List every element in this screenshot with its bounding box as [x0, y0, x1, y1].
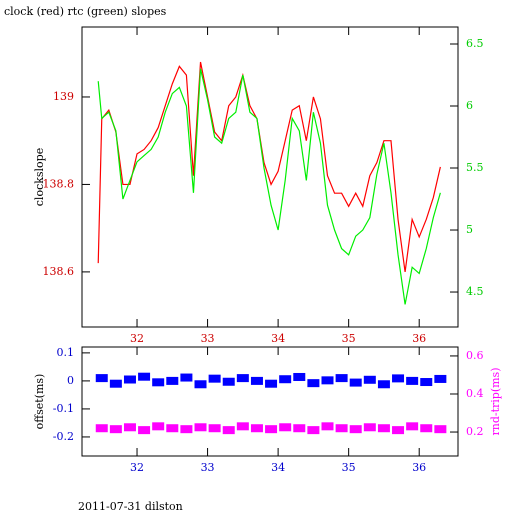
point	[208, 374, 221, 383]
point	[109, 379, 122, 388]
y-tick-label: 139	[53, 90, 74, 103]
point	[265, 379, 278, 388]
point	[236, 374, 249, 383]
series-line	[97, 61, 441, 272]
point	[349, 425, 362, 434]
y-axis-label: clockslope	[33, 148, 46, 206]
point	[307, 426, 320, 435]
point	[194, 423, 207, 432]
chart-title: clock (red) rtc (green) slopes	[4, 5, 167, 18]
x-tick-label: 33	[201, 461, 215, 474]
point	[222, 377, 235, 386]
point	[293, 424, 306, 433]
x-tick-label: 32	[130, 461, 144, 474]
point	[236, 422, 249, 431]
x-tick-label: 35	[342, 461, 356, 474]
annotation: 2011-07-31 dilston	[78, 500, 183, 512]
point	[406, 376, 419, 385]
plot-frame	[81, 346, 459, 457]
point	[335, 374, 348, 383]
y2-tick-label: 4.5	[466, 285, 484, 298]
point	[307, 379, 320, 388]
y2-tick-label: 6	[466, 99, 473, 112]
point	[166, 376, 179, 385]
point	[123, 423, 136, 432]
point	[420, 378, 433, 387]
point	[279, 375, 292, 384]
point	[95, 424, 108, 433]
point	[123, 375, 136, 384]
y2-tick-label: 6.5	[466, 37, 484, 50]
point	[363, 375, 376, 384]
point	[222, 426, 235, 435]
y-tick-label: 0	[67, 374, 74, 387]
point	[208, 424, 221, 433]
point	[434, 425, 447, 434]
x-tick-label: 36	[412, 332, 426, 345]
point	[166, 424, 179, 433]
y2-axis-label: rnd-trip(ms)	[489, 368, 502, 436]
point	[293, 372, 306, 381]
point	[377, 424, 390, 433]
point	[109, 425, 122, 434]
y2-tick-label: 0.6	[466, 349, 484, 362]
point	[321, 376, 334, 385]
y2-tick-label: 0.2	[466, 425, 484, 438]
point	[138, 426, 151, 435]
point	[250, 376, 263, 385]
point	[138, 372, 151, 381]
point	[406, 422, 419, 431]
y-tick-label: 0.1	[57, 346, 75, 359]
y2-tick-label: 5	[466, 223, 473, 236]
point	[335, 424, 348, 433]
point	[363, 423, 376, 432]
x-tick-label: 33	[201, 332, 215, 345]
x-tick-label: 32	[130, 332, 144, 345]
x-tick-label: 35	[342, 332, 356, 345]
point	[279, 423, 292, 432]
y-tick-label: 138.8	[43, 177, 75, 190]
point	[434, 374, 447, 383]
point	[152, 378, 165, 387]
y-axis-label: offset(ms)	[33, 374, 46, 430]
y2-tick-label: 0.4	[466, 387, 484, 400]
point	[194, 380, 207, 389]
series-line	[97, 68, 441, 305]
x-tick-label: 34	[271, 332, 285, 345]
point	[377, 380, 390, 389]
point	[321, 422, 334, 431]
x-tick-label: 36	[412, 461, 426, 474]
point	[420, 424, 433, 433]
y-tick-label: -0.2	[53, 430, 74, 443]
point	[349, 378, 362, 387]
point	[392, 374, 405, 383]
point	[392, 426, 405, 435]
point	[95, 374, 108, 383]
point	[180, 373, 193, 382]
y-tick-label: 138.6	[43, 265, 75, 278]
point	[180, 425, 193, 434]
point	[265, 425, 278, 434]
y-tick-label: -0.1	[53, 402, 74, 415]
x-tick-label: 34	[271, 461, 285, 474]
y2-tick-label: 5.5	[466, 161, 484, 174]
point	[152, 422, 165, 431]
point	[250, 424, 263, 433]
plot-frame	[81, 26, 459, 328]
